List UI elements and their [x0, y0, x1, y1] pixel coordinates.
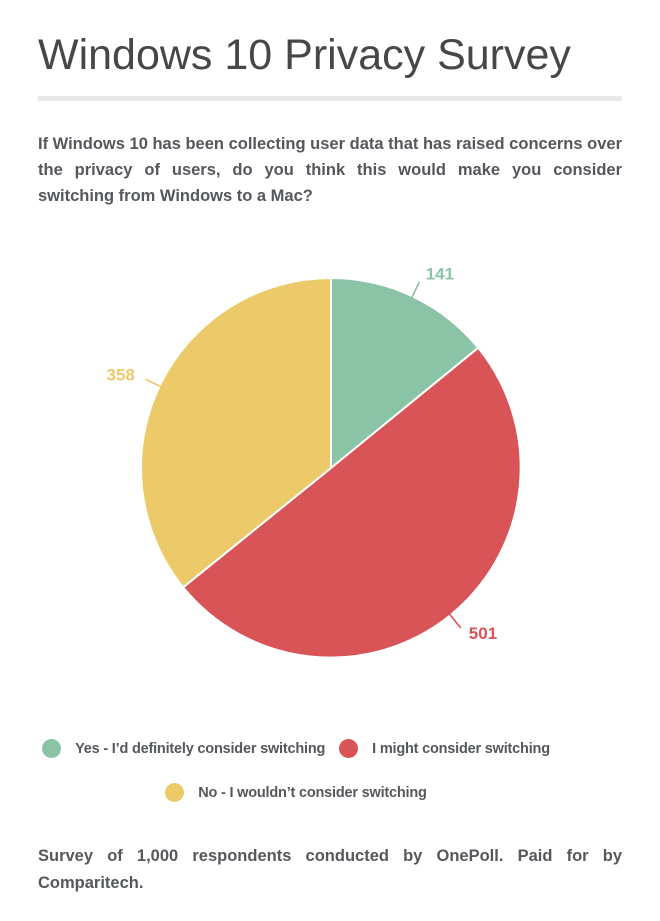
- pie-value-label-1: 501: [469, 624, 497, 643]
- legend-label-yes: Yes - I’d definitely consider switching: [75, 740, 326, 757]
- legend-label-no: No - I wouldn’t consider switching: [198, 784, 427, 801]
- legend-item-might: I might consider switching: [339, 739, 550, 758]
- pie-value-label-0: 141: [426, 265, 454, 284]
- survey-question-text: If Windows 10 has been collecting user d…: [38, 135, 622, 205]
- survey-source-text: Survey of 1,000 respondents conducted by…: [38, 847, 622, 892]
- legend-row-2: No - I wouldn’t consider switching: [0, 783, 592, 802]
- pie-label-connector-0: [409, 281, 421, 303]
- title-divider: [38, 96, 622, 101]
- legend-dot-red: [339, 739, 359, 758]
- legend-row-1: Yes - I’d definitely consider switching …: [0, 739, 592, 758]
- pie-chart-svg: 141 501 358: [107, 265, 522, 659]
- legend-item-no: No - I wouldn’t consider switching: [165, 783, 427, 802]
- legend-item-yes: Yes - I’d definitely consider switching: [42, 739, 325, 758]
- pie-chart-area: 141 501 358: [0, 234, 660, 674]
- pie-label-connector-2: [144, 378, 166, 390]
- pie-label-connector-1: [446, 610, 462, 629]
- page-title: Windows 10 Privacy Survey: [38, 31, 571, 79]
- chart-legend: Yes - I’d definitely consider switching …: [0, 739, 592, 802]
- legend-dot-yellow: [165, 783, 185, 802]
- pie-value-label-2: 358: [107, 366, 135, 385]
- legend-dot-green: [42, 739, 62, 758]
- legend-label-might: I might consider switching: [372, 740, 550, 757]
